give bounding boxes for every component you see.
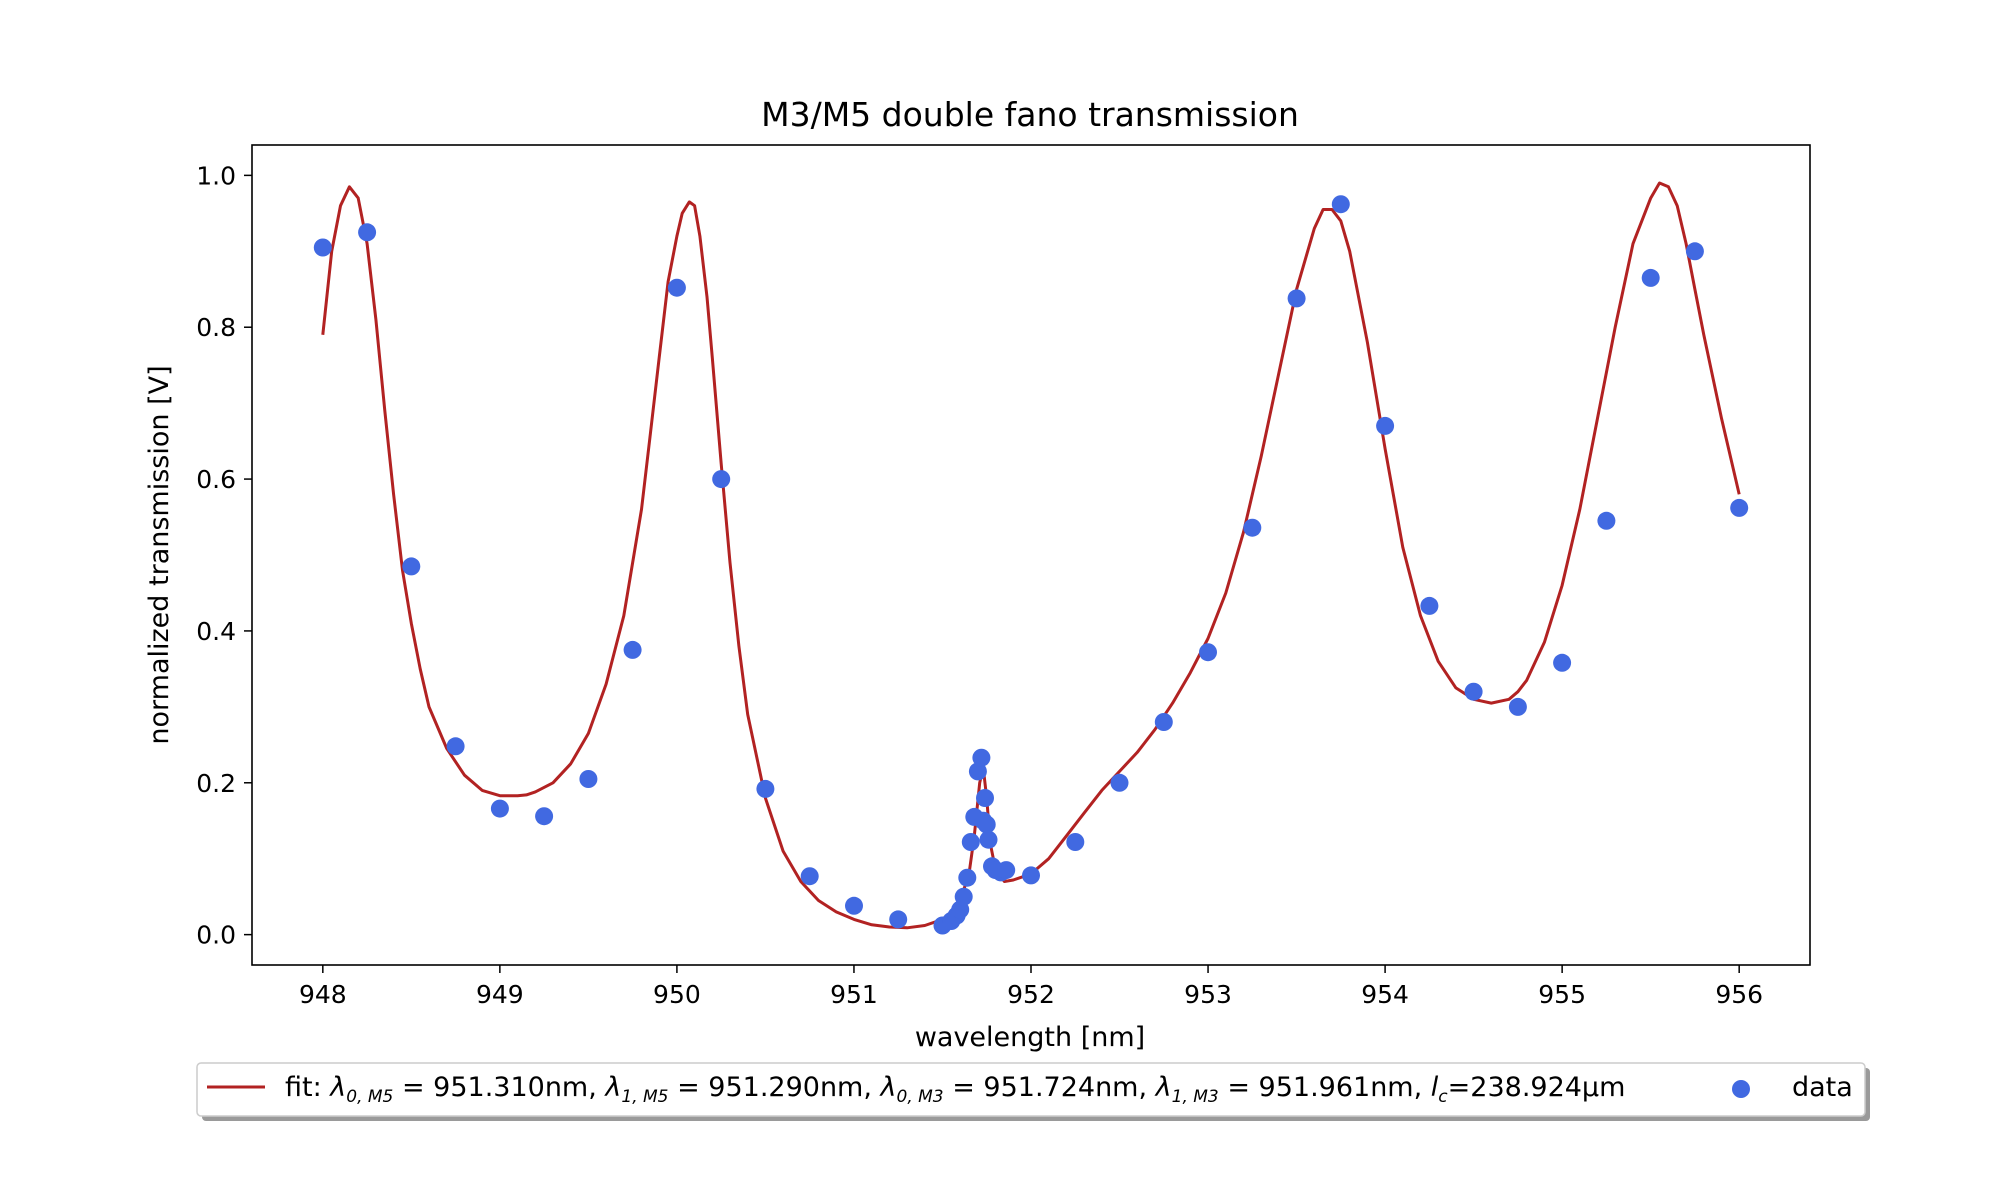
legend-l1m3-symbol: λ: [1154, 1072, 1172, 1103]
legend-lc-subscript: c: [1438, 1087, 1448, 1107]
legend: fit: λ0, M5 = 951.310nm, λ1, M5 = 951.29…: [196, 1062, 1870, 1121]
plot-area: [313, 181, 1749, 935]
data-point: [1110, 773, 1129, 792]
data-point: [1154, 713, 1173, 731]
legend-fit-prefix: fit:: [285, 1072, 330, 1103]
data-point: [1066, 833, 1085, 851]
legend-l1m3-value: = 951.961nm,: [1219, 1072, 1431, 1103]
legend-lc-value: =238.924μm: [1448, 1072, 1626, 1103]
data-point: [712, 470, 731, 489]
legend-lc-symbol: l: [1431, 1072, 1439, 1103]
data-point: [845, 896, 863, 915]
x-tick-label: 953: [1184, 980, 1232, 1009]
data-point: [1508, 697, 1527, 716]
data-point: [1287, 289, 1306, 308]
chart-title: M3/M5 double fano transmission: [761, 95, 1299, 134]
data-point: [1199, 643, 1217, 662]
data-point: [446, 737, 465, 756]
data-point: [313, 238, 332, 257]
legend-data-label: data: [1792, 1072, 1853, 1103]
data-point: [1553, 653, 1572, 672]
data-point: [958, 868, 977, 887]
legend-l0m5-value: = 951.310nm,: [393, 1072, 605, 1103]
data-point: [1641, 268, 1660, 287]
x-tick-label: 956: [1715, 980, 1763, 1009]
data-point: [961, 833, 980, 851]
x-tick-label: 950: [653, 980, 701, 1009]
data-point: [623, 640, 642, 659]
y-tick-label: 0.8: [196, 313, 236, 342]
x-tick-label: 955: [1538, 980, 1586, 1009]
x-tick-label: 952: [1007, 980, 1055, 1009]
data-point: [1730, 498, 1749, 517]
legend-l0m3-subscript: 0, M3: [897, 1087, 944, 1107]
x-tick-label: 949: [476, 980, 524, 1009]
y-tick-label: 1.0: [196, 161, 236, 190]
data-point: [667, 278, 686, 297]
legend-l0m5-symbol: λ: [328, 1072, 346, 1103]
data-point: [979, 830, 998, 849]
data-point: [1420, 596, 1439, 615]
legend-l1m5-symbol: λ: [603, 1072, 621, 1103]
x-tick-label: 948: [299, 980, 347, 1009]
x-axis: 948 949 950 951 952 953 954 955 956: [299, 965, 1763, 1009]
legend-data-swatch: [1732, 1080, 1750, 1098]
data-point: [756, 779, 775, 798]
data-point: [1376, 416, 1395, 435]
legend-l1m5-value: = 951.290nm,: [669, 1072, 881, 1103]
data-point: [1685, 242, 1704, 261]
x-tick-label: 954: [1361, 980, 1409, 1009]
y-tick-label: 0.0: [196, 921, 236, 950]
x-tick-label: 951: [830, 980, 878, 1009]
data-point: [535, 807, 554, 826]
data-point: [1243, 518, 1262, 537]
y-tick-label: 0.6: [196, 465, 236, 494]
y-axis: 0.0 0.2 0.4 0.6 0.8 1.0: [196, 161, 252, 950]
legend-l1m3-subscript: 1, M3: [1172, 1087, 1219, 1107]
data-point: [490, 799, 509, 818]
data-point: [968, 762, 987, 781]
data-point: [358, 223, 377, 242]
data-point: [579, 770, 598, 788]
y-tick-label: 0.4: [196, 617, 236, 646]
legend-box: [196, 1062, 1866, 1117]
data-point: [1022, 866, 1040, 885]
y-axis-label: normalized transmission [V]: [144, 365, 175, 744]
data-point: [972, 748, 991, 767]
legend-l0m3-symbol: λ: [879, 1072, 897, 1103]
data-point: [1331, 195, 1350, 214]
legend-l0m3-value: = 951.724nm,: [944, 1072, 1156, 1103]
data-point: [402, 557, 421, 576]
data-point: [976, 789, 994, 807]
legend-fit-label: fit: λ0, M5 = 951.310nm, λ1, M5 = 951.29…: [285, 1072, 1625, 1107]
data-point: [997, 861, 1016, 880]
data-point: [889, 910, 908, 929]
data-point: [977, 815, 996, 834]
x-axis-label: wavelength [nm]: [915, 1022, 1145, 1053]
legend-l1m5-subscript: 1, M5: [621, 1087, 668, 1107]
y-tick-label: 0.2: [196, 769, 236, 798]
data-point: [954, 887, 973, 906]
data-point: [1597, 511, 1616, 530]
legend-l0m5-subscript: 0, M5: [346, 1087, 393, 1107]
data-point: [800, 867, 819, 886]
data-point: [1464, 682, 1483, 701]
